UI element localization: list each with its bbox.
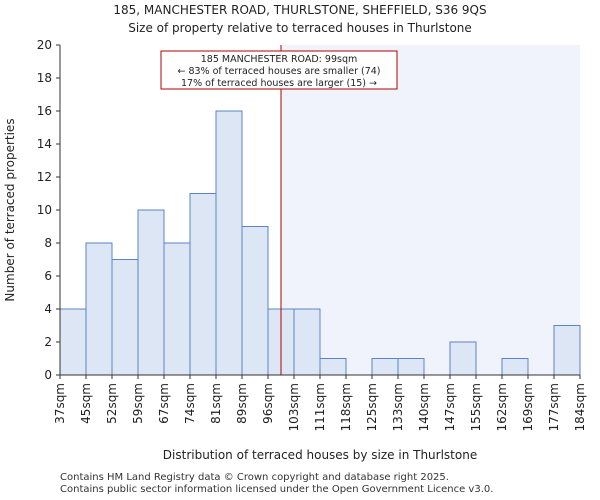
y-tick-label-12: 12 — [37, 170, 52, 184]
x-tick-label-177sqm: 177sqm — [547, 383, 561, 431]
bar-67sqm — [163, 242, 191, 376]
y-tick-label-2: 2 — [44, 335, 52, 349]
x-tick-label-111sqm: 111sqm — [313, 383, 327, 431]
bar-89sqm — [241, 226, 269, 376]
bar-81sqm — [215, 110, 243, 376]
x-tick-label-67sqm: 67sqm — [157, 383, 171, 424]
bar-162sqm — [501, 358, 529, 376]
x-tick-label-103sqm: 103sqm — [287, 383, 301, 431]
x-tick-label-52sqm: 52sqm — [105, 383, 119, 424]
x-tick-label-45sqm: 45sqm — [79, 383, 93, 424]
x-tick-label-133sqm: 133sqm — [391, 383, 405, 431]
annotation-box-frame — [160, 50, 398, 90]
x-axis-label: Distribution of terraced houses by size … — [163, 448, 477, 462]
footer-line-1: Contains HM Land Registry data © Crown c… — [60, 472, 449, 483]
y-tick-label-6: 6 — [44, 269, 52, 283]
x-tick-label-81sqm: 81sqm — [209, 383, 223, 424]
x-tick-label-74sqm: 74sqm — [183, 383, 197, 424]
x-tick-label-37sqm: 37sqm — [53, 383, 67, 424]
y-tick-label-4: 4 — [44, 302, 52, 316]
x-tick-label-96sqm: 96sqm — [261, 383, 275, 424]
x-tick-label-89sqm: 89sqm — [235, 383, 249, 424]
y-ticks: 0 2 4 6 8 10 12 14 16 18 20 — [37, 38, 60, 382]
x-tick-label-169sqm: 169sqm — [521, 383, 535, 431]
bar-45sqm — [85, 242, 113, 376]
y-tick-label-16: 16 — [37, 104, 52, 118]
x-tick-label-140sqm: 140sqm — [417, 383, 431, 431]
bar-147sqm — [449, 341, 477, 376]
y-tick-label-18: 18 — [37, 71, 52, 85]
x-tick-label-184sqm: 184sqm — [573, 383, 587, 431]
histogram-chart: 185, MANCHESTER ROAD, THURLSTONE, SHEFFI… — [3, 3, 587, 462]
footer-line-2: Contains public sector information licen… — [60, 484, 494, 495]
chart-title: 185, MANCHESTER ROAD, THURLSTONE, SHEFFI… — [113, 3, 486, 17]
y-tick-label-14: 14 — [37, 137, 52, 151]
annotation-line-3: 17% of terraced houses are larger (15) → — [181, 78, 377, 89]
y-axis-label: Number of terraced properties — [3, 118, 17, 301]
x-tick-label-147sqm: 147sqm — [443, 383, 457, 431]
y-tick-label-20: 20 — [37, 38, 52, 52]
x-tick-label-162sqm: 162sqm — [495, 383, 509, 431]
y-tick-label-10: 10 — [37, 203, 52, 217]
y-tick-label-0: 0 — [44, 368, 52, 382]
bar-37sqm — [59, 308, 87, 376]
bar-177sqm — [553, 325, 581, 376]
bar-52sqm — [111, 259, 139, 376]
bar-111sqm — [319, 358, 347, 376]
chart-subtitle: Size of property relative to terraced ho… — [128, 21, 472, 35]
larger-region-shade — [281, 45, 580, 375]
bar-74sqm — [189, 193, 217, 376]
x-tick-label-155sqm: 155sqm — [469, 383, 483, 431]
x-tick-label-125sqm: 125sqm — [365, 383, 379, 431]
annotation-line-2: ← 83% of terraced houses are smaller (74… — [177, 66, 380, 77]
bar-133sqm — [397, 358, 425, 376]
bars-group — [59, 110, 581, 376]
bar-125sqm — [371, 358, 399, 376]
x-ticks: 37sqm 45sqm 52sqm 59sqm 67sqm 74sqm 81sqm 89sqm… — [53, 375, 587, 431]
bar-59sqm — [137, 209, 165, 376]
x-tick-label-59sqm: 59sqm — [131, 383, 145, 424]
bar-103sqm — [293, 308, 321, 376]
annotation-box: 185 MANCHESTER ROAD: 99sqm ← 83% of terr… — [160, 50, 398, 90]
annotation-line-1: 185 MANCHESTER ROAD: 99sqm — [201, 54, 357, 65]
x-tick-label-118sqm: 118sqm — [339, 383, 353, 431]
y-tick-label-8: 8 — [44, 236, 52, 250]
